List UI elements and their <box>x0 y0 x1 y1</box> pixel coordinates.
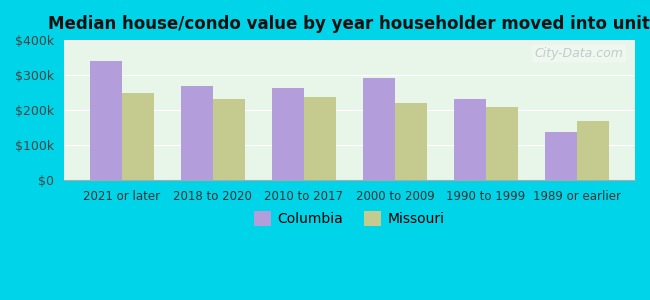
Bar <box>122 93 153 180</box>
Legend: Columbia, Missouri: Columbia, Missouri <box>248 206 450 232</box>
Bar <box>272 88 304 180</box>
Bar <box>545 132 577 180</box>
Text: City-Data.com: City-Data.com <box>535 47 623 60</box>
Bar <box>577 121 609 180</box>
Bar <box>181 86 213 180</box>
Bar <box>363 77 395 180</box>
Bar <box>213 99 244 180</box>
Bar <box>486 107 518 180</box>
Bar <box>304 98 336 180</box>
Bar <box>90 61 122 180</box>
Title: Median house/condo value by year householder moved into unit: Median house/condo value by year househo… <box>49 15 650 33</box>
Bar <box>454 99 486 180</box>
Bar <box>395 103 427 180</box>
